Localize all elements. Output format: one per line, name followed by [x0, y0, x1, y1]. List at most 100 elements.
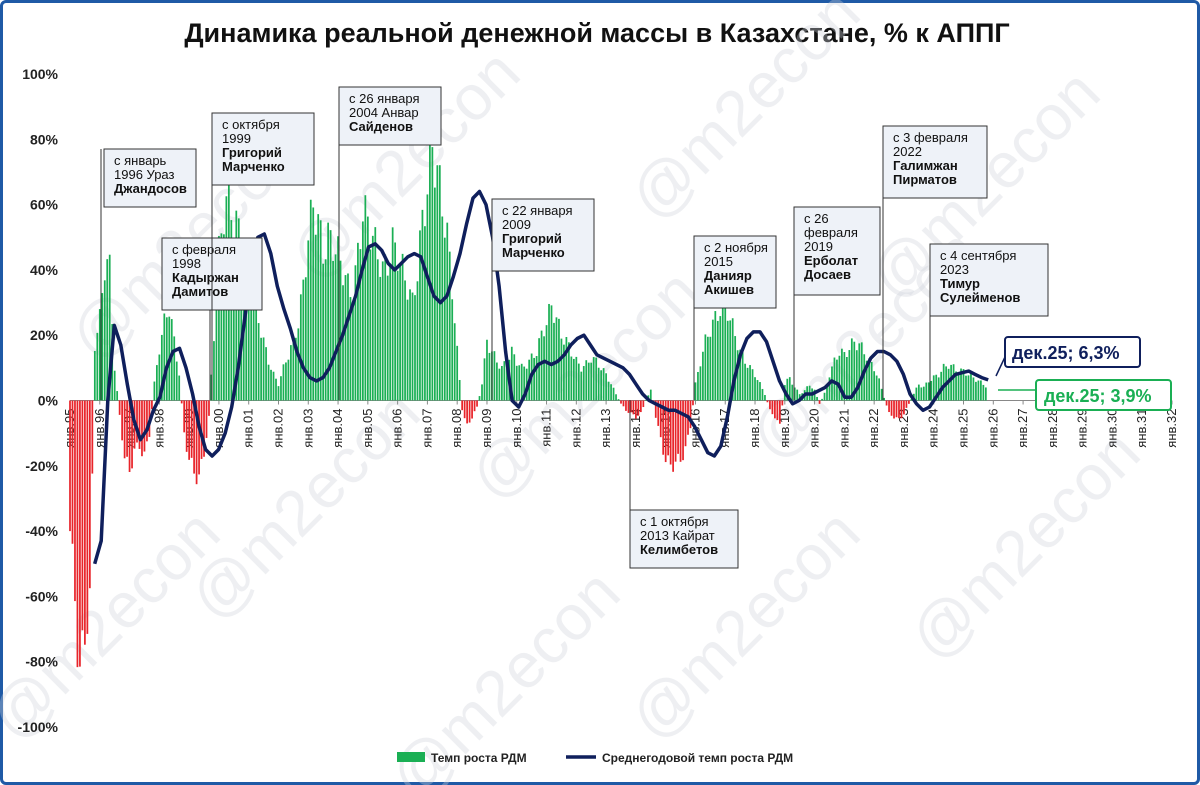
annotation-text: Сайденов: [349, 119, 413, 134]
growth-bar: [649, 389, 652, 401]
x-tick-label: янв.06: [390, 409, 405, 448]
growth-bar: [118, 400, 121, 415]
growth-bar: [947, 368, 950, 401]
growth-bar: [262, 337, 265, 401]
growth-bar: [917, 384, 920, 401]
x-tick-label: янв.08: [449, 409, 464, 448]
growth-bar: [833, 357, 836, 401]
growth-bar: [766, 400, 769, 403]
y-tick-label: -20%: [25, 458, 58, 474]
x-tick-label: янв.21: [836, 409, 851, 448]
growth-bar: [436, 165, 439, 401]
annotation-box: [491, 198, 595, 272]
growth-bar: [865, 360, 868, 401]
growth-bar: [622, 400, 625, 407]
growth-bar: [942, 363, 945, 401]
growth-bar: [669, 400, 672, 465]
growth-bar: [143, 400, 146, 452]
growth-bar: [426, 194, 429, 401]
annotation-box: [793, 206, 881, 296]
growth-bar: [307, 240, 310, 401]
growth-bar: [540, 330, 543, 401]
annotation-box: [211, 112, 315, 186]
growth-bar: [158, 354, 161, 401]
growth-bar: [711, 319, 714, 401]
growth-bar: [476, 400, 478, 407]
growth-bar: [128, 400, 131, 472]
growth-bar: [870, 361, 873, 401]
annotation-text: Данияр: [704, 268, 752, 283]
growth-bar: [270, 369, 272, 401]
growth-bar: [771, 400, 774, 415]
growth-bar: [488, 352, 491, 401]
growth-bar: [679, 400, 682, 462]
x-tick-label: янв.23: [896, 409, 911, 448]
growth-bar: [215, 296, 218, 401]
growth-bar: [376, 259, 379, 401]
growth-bar: [267, 364, 270, 401]
growth-bar: [980, 380, 982, 401]
growth-bar: [138, 400, 141, 449]
growth-bar: [468, 400, 471, 423]
growth-bar: [354, 265, 357, 401]
growth-bar: [920, 387, 923, 401]
annotation-text: с 3 февраля: [893, 130, 968, 145]
avg-callout-box: [1004, 336, 1141, 368]
growth-bar: [831, 366, 833, 401]
growth-bar: [793, 387, 796, 401]
growth-bar: [905, 400, 908, 408]
growth-bar: [327, 222, 329, 401]
growth-bar: [277, 386, 280, 401]
growth-bar: [240, 258, 243, 401]
growth-bar: [247, 274, 250, 401]
growth-bar: [290, 345, 292, 401]
growth-bar: [193, 400, 195, 474]
growth-bar: [352, 306, 354, 401]
growth-bar: [841, 348, 843, 401]
growth-bar: [684, 400, 687, 447]
growth-bar: [796, 389, 799, 401]
growth-bar: [399, 263, 401, 401]
growth-bar: [126, 400, 128, 457]
x-tick-label: янв.09: [479, 409, 494, 448]
x-tick-label: янв.00: [211, 409, 226, 448]
growth-bar: [203, 400, 205, 457]
growth-bar: [299, 294, 302, 401]
growth-bar: [471, 400, 473, 419]
growth-bar: [639, 400, 642, 413]
x-tick-label: янв.26: [985, 409, 1000, 448]
growth-bar: [438, 165, 441, 401]
growth-bar: [600, 370, 603, 401]
growth-bar: [843, 352, 846, 401]
x-tick-label: янв.31: [1134, 409, 1149, 448]
growth-bar: [220, 233, 223, 401]
growth-bar: [880, 388, 883, 401]
growth-bar: [689, 400, 692, 429]
y-tick-label: -100%: [18, 719, 59, 735]
growth-callout-label: дек.25; 3,9%: [1044, 386, 1152, 406]
growth-bar: [714, 311, 717, 401]
growth-bar: [533, 357, 535, 401]
avg-callout-label: дек.25; 6,3%: [1012, 343, 1120, 363]
growth-bar: [245, 249, 248, 401]
annotation-text: 2009: [502, 217, 531, 232]
growth-bar: [304, 277, 307, 401]
growth-bar: [610, 384, 612, 401]
growth-bar: [741, 351, 744, 401]
growth-bar: [555, 317, 558, 401]
growth-bar: [560, 338, 563, 401]
growth-bar: [692, 400, 694, 406]
growth-bar: [644, 400, 647, 401]
growth-bar: [751, 369, 754, 401]
growth-bar: [826, 384, 828, 401]
growth-bar: [729, 320, 732, 401]
growth-bar: [394, 242, 397, 401]
growth-bar: [324, 259, 327, 401]
x-tick-label: янв.27: [1015, 409, 1030, 448]
growth-bar: [252, 300, 255, 401]
growth-bar: [940, 371, 943, 401]
growth-bar: [411, 292, 414, 401]
growth-bar: [798, 394, 801, 401]
x-tick-label: янв.18: [747, 409, 762, 448]
